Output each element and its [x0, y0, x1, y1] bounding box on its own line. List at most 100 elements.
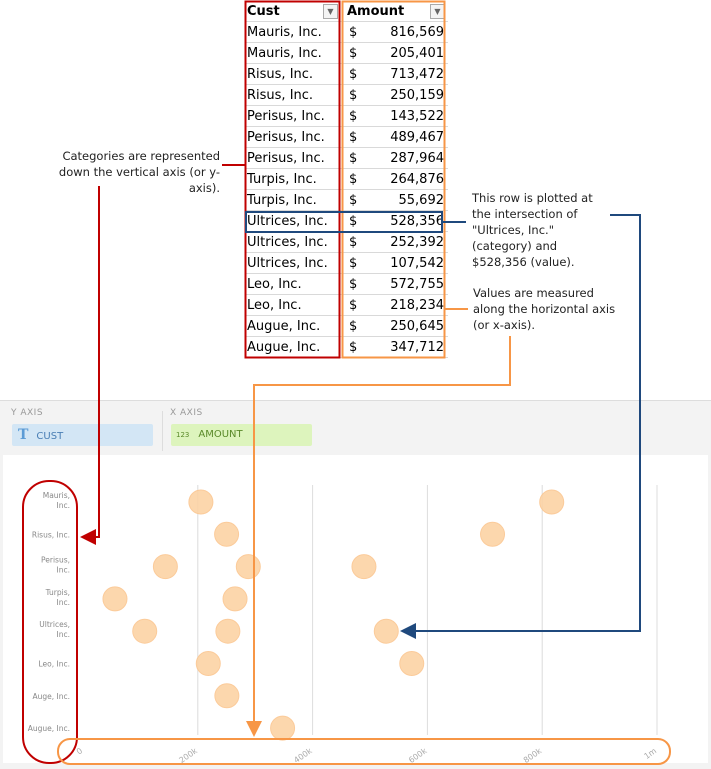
amount-cell: $107,542: [345, 252, 448, 274]
currency-symbol: $: [349, 150, 358, 166]
data-point: [351, 554, 377, 580]
data-point: [399, 651, 425, 676]
cust-cell: Leo, Inc.: [245, 294, 341, 316]
data-point: [480, 521, 506, 547]
data-point: [188, 489, 214, 515]
cust-cell: Turpis, Inc.: [245, 189, 341, 211]
data-point: [195, 651, 221, 676]
table-row: Ultrices, Inc. $252,392: [245, 231, 448, 253]
x-tick-label: 1m: [642, 746, 658, 761]
cust-cell: Risus, Inc.: [245, 84, 341, 106]
table-row: Risus, Inc. $250,159: [245, 84, 448, 106]
currency-symbol: $: [349, 192, 358, 208]
data-point: [222, 586, 248, 612]
data-point: [102, 586, 128, 612]
cust-column-highlight: [244, 0, 341, 359]
cust-cell: Augue, Inc.: [245, 336, 341, 358]
currency-symbol: $: [349, 297, 358, 313]
categories-note: Categories are represented down the vert…: [58, 149, 220, 195]
currency-symbol: $: [349, 339, 358, 355]
cust-cell: Perisus, Inc.: [245, 147, 341, 169]
y-tick-label: Augue, Inc.: [28, 724, 70, 733]
cust-cell: Perisus, Inc.: [245, 126, 341, 148]
amount-cell: $55,692: [345, 189, 448, 211]
amount-cell: $816,569: [345, 21, 448, 43]
currency-symbol: $: [349, 45, 358, 61]
cust-cell: Turpis, Inc.: [245, 168, 341, 190]
category-connector: [82, 164, 246, 537]
data-point: [214, 683, 240, 709]
y-tick-label: Perisus, Inc.: [41, 556, 70, 575]
cust-cell: Leo, Inc.: [245, 273, 341, 295]
currency-symbol: $: [349, 234, 358, 250]
table-row: Augue, Inc. $347,712: [245, 336, 448, 358]
data-point: [132, 618, 158, 644]
amount-cell: $250,159: [345, 84, 448, 106]
value-axis-highlight: [57, 738, 671, 765]
table-row: Turpis, Inc. $264,876: [245, 168, 448, 190]
table-row: Perisus, Inc. $489,467: [245, 126, 448, 148]
cust-cell: Augue, Inc.: [245, 315, 341, 337]
cust-cell: Risus, Inc.: [245, 63, 341, 85]
y-tick-label: Turpis, Inc.: [45, 588, 70, 607]
y-tick-label: Ultrices, Inc.: [39, 620, 70, 639]
currency-symbol: $: [349, 66, 358, 82]
amount-cell: $252,392: [345, 231, 448, 253]
table-row: Perisus, Inc. $143,522: [245, 105, 448, 127]
amount-cell: $250,645: [345, 315, 448, 337]
x-tick-label: 200k: [177, 746, 199, 765]
amount-cell: $713,472: [345, 63, 448, 85]
row-highlight: [245, 211, 443, 233]
table-row: Perisus, Inc. $287,964: [245, 147, 448, 169]
table-row: Ultrices, Inc. $528,356: [245, 210, 448, 232]
cust-cell: Mauris, Inc.: [245, 21, 341, 43]
cust-cell: Ultrices, Inc.: [245, 252, 341, 274]
data-point: [270, 715, 296, 741]
currency-symbol: $: [349, 213, 358, 229]
amount-column-highlight: [341, 0, 446, 359]
table-row: Augue, Inc. $250,645: [245, 315, 448, 337]
x-tick-label: 0: [75, 746, 84, 756]
cust-cell: Ultrices, Inc.: [245, 231, 341, 253]
currency-symbol: $: [349, 108, 358, 124]
amount-cell: $347,712: [345, 336, 448, 358]
amount-cell: $205,401: [345, 42, 448, 64]
amount-cell: $572,755: [345, 273, 448, 295]
data-point: [214, 521, 240, 547]
y-tick-label: Leo, Inc.: [39, 660, 71, 669]
x-field-well[interactable]: 123 AMOUNT: [171, 424, 312, 446]
values-note: Values are measured along the horizontal…: [473, 286, 616, 332]
source-table: Cust ▼ Amount ▼ Mauris, Inc. $816,569 Mauris…: [245, 1, 448, 358]
currency-symbol: $: [349, 318, 358, 334]
x-tick-label: 600k: [407, 746, 429, 765]
y-axis-label: Y AXIS: [11, 408, 44, 418]
data-point: [539, 489, 565, 515]
amount-cell: $528,356: [345, 210, 448, 232]
amount-cell: $489,467: [345, 126, 448, 148]
amount-cell: $264,876: [345, 168, 448, 190]
filter-dropdown-icon[interactable]: ▼: [323, 4, 338, 19]
table-row: Ultrices, Inc. $107,542: [245, 252, 448, 274]
value-connector: [254, 308, 511, 735]
y-field-well[interactable]: T CUST: [12, 424, 153, 446]
currency-symbol: $: [349, 255, 358, 271]
x-tick-label: 400k: [292, 746, 314, 765]
row-note: This row is plotted at the intersection …: [472, 191, 593, 269]
table-row: Leo, Inc. $572,755: [245, 273, 448, 295]
amount-cell: $287,964: [345, 147, 448, 169]
amount-cell: $218,234: [345, 294, 448, 316]
currency-symbol: $: [349, 276, 358, 292]
text-type-icon: T: [18, 427, 29, 443]
x-axis-label: X AXIS: [170, 408, 203, 418]
table-row: Turpis, Inc. $55,692: [245, 189, 448, 211]
table-row: Risus, Inc. $713,472: [245, 63, 448, 85]
row-connector: [402, 214, 641, 631]
x-tick-label: 800k: [522, 746, 544, 765]
data-point: [215, 618, 241, 644]
currency-symbol: $: [349, 87, 358, 103]
amount-cell: $143,522: [345, 105, 448, 127]
numeric-type-icon: 123: [176, 431, 190, 439]
data-point: [235, 554, 261, 580]
table-row: Leo, Inc. $218,234: [245, 294, 448, 316]
